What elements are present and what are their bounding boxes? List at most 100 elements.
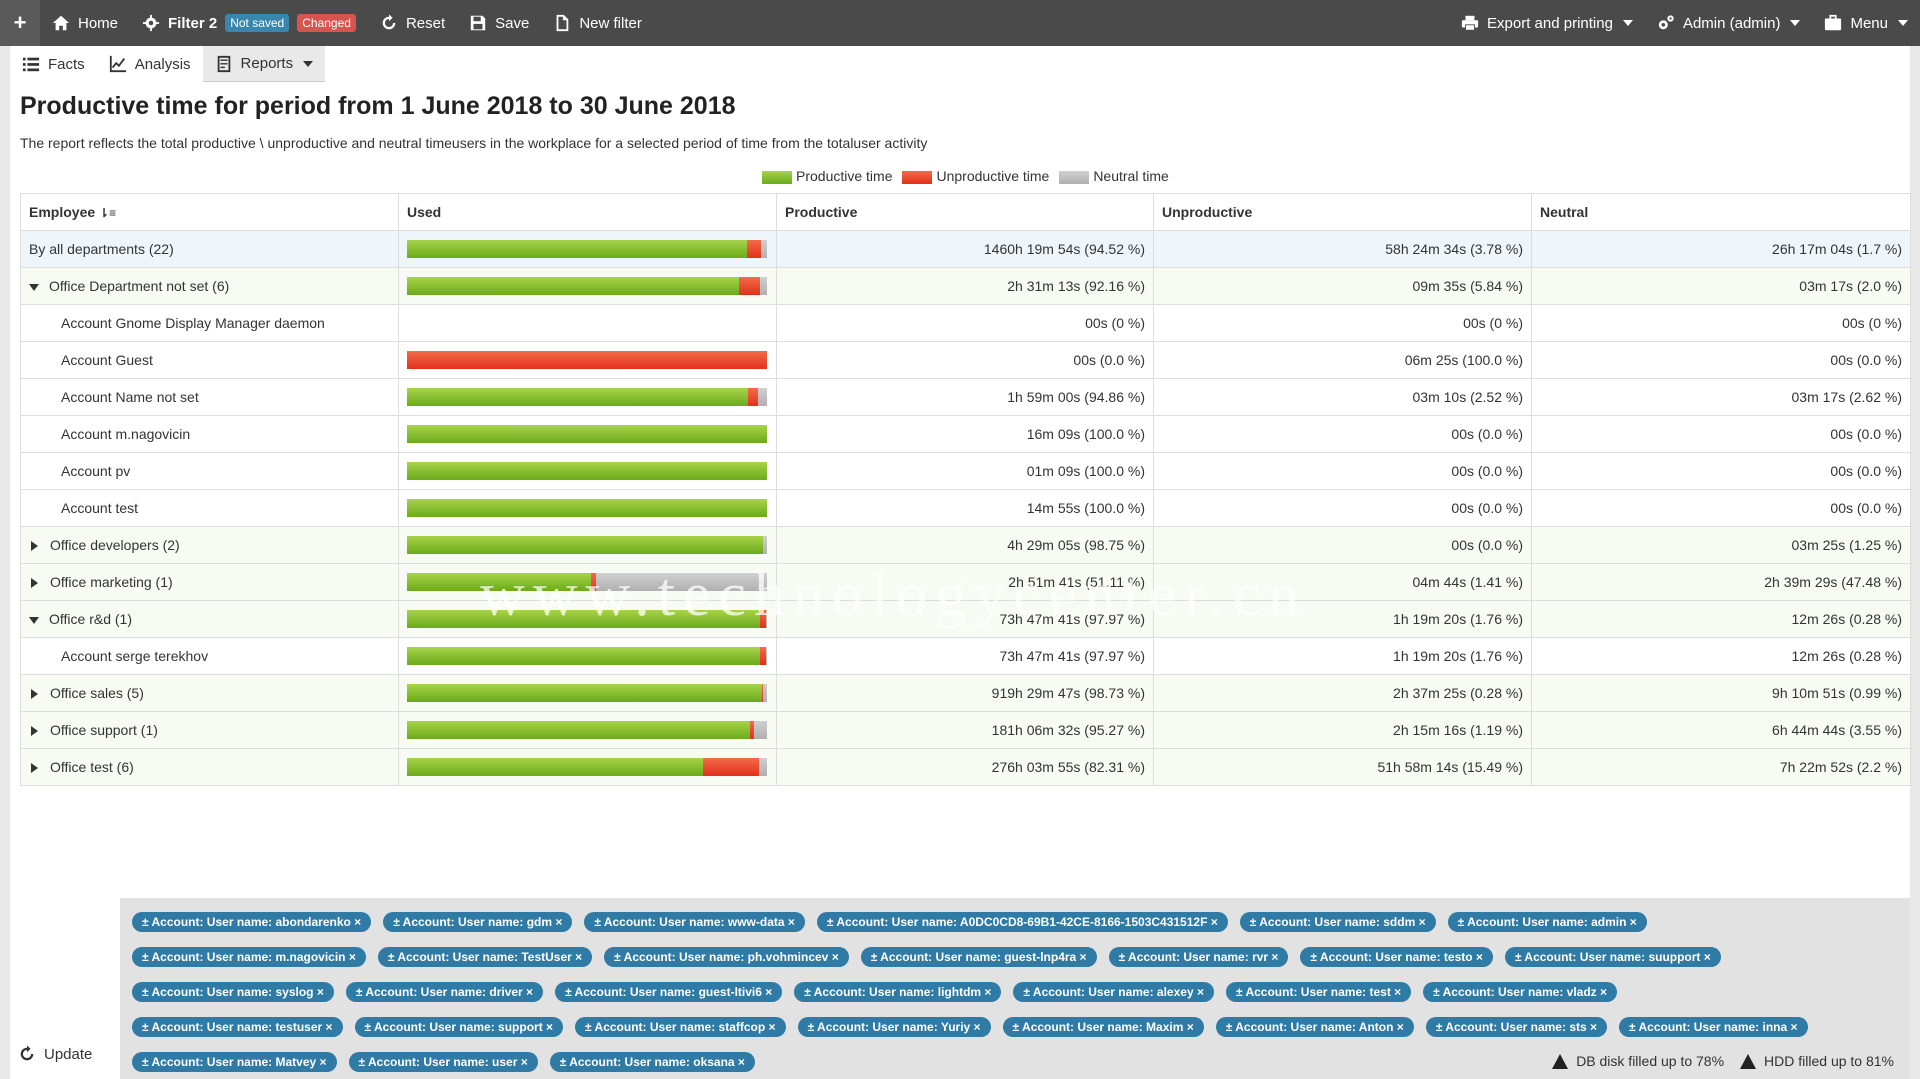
productive-segment xyxy=(407,758,704,776)
filter-tag[interactable]: ± Account: User name: A0DC0CD8-69B1-42CE… xyxy=(816,911,1228,932)
sort-icon[interactable]: ⇂≡ xyxy=(99,206,117,220)
filter-tag[interactable]: ± Account: User name: Matvey × xyxy=(132,1051,337,1072)
productive-segment xyxy=(407,573,591,591)
changed-badge: Changed xyxy=(297,14,356,32)
used-bar-cell xyxy=(398,378,777,416)
filter-tag[interactable]: ± Account: User name: m.nagovicin × xyxy=(132,946,366,967)
filter-tag[interactable]: ± Account: User name: www-data × xyxy=(584,911,805,932)
save-button[interactable]: Save xyxy=(457,0,541,46)
header-employee[interactable]: Employee ⇂≡ xyxy=(20,193,399,231)
filter-tag[interactable]: ± Account: User name: suupport × xyxy=(1504,946,1721,967)
table-row[interactable]: Account Guest 00s (0.0 %) 06m 25s (100.0 %… xyxy=(20,341,1911,379)
employee-cell: Account Guest xyxy=(20,341,399,379)
unproductive-cell: 00s (0.0 %) xyxy=(1153,415,1532,453)
filter-tag[interactable]: ± Account: User name: abondarenko × xyxy=(132,911,372,932)
user-menu[interactable]: Admin (admin) xyxy=(1645,0,1813,46)
filter-tag[interactable]: ± Account: User name: support × xyxy=(354,1016,564,1037)
table-row[interactable]: Office r&d (1) 73h 47m 41s (97.97 %) 1h 19… xyxy=(20,600,1911,638)
table-row[interactable]: Account m.nagovicin 16m 09s (100.0 %) 00s … xyxy=(20,415,1911,453)
filter-tag[interactable]: ± Account: User name: ph.vohmincev × xyxy=(604,946,849,967)
new-filter-button[interactable]: New filter xyxy=(541,0,654,46)
expand-icon[interactable] xyxy=(31,578,38,589)
export-menu[interactable]: Export and printing xyxy=(1449,0,1645,46)
filter-tag[interactable]: ± Account: User name: testuser × xyxy=(132,1016,343,1037)
table-row[interactable]: Account Name not set 1h 59m 00s (94.86 %)… xyxy=(20,378,1911,416)
table-row[interactable]: Office test (6) 276h 03m 55s (82.31 %) 51h… xyxy=(20,748,1911,786)
right-scrollbar[interactable] xyxy=(1910,46,1920,1079)
productive-segment xyxy=(407,240,748,258)
filter-tag[interactable]: ± Account: User name: Maxim × xyxy=(1002,1016,1204,1037)
home-button[interactable]: Home xyxy=(40,0,130,46)
collapse-icon[interactable] xyxy=(29,616,39,624)
table-row[interactable]: Account serge terekhov 73h 47m 41s (97.97… xyxy=(20,637,1911,675)
report-description: The report reflects the total productive… xyxy=(20,135,928,151)
filter-tag[interactable]: ± Account: User name: staffcop × xyxy=(575,1016,786,1037)
expand-icon[interactable] xyxy=(31,541,38,552)
collapse-icon[interactable] xyxy=(29,283,39,291)
update-button[interactable]: Update xyxy=(18,1045,92,1063)
filter-tag[interactable]: ± Account: User name: rvr × xyxy=(1108,946,1289,967)
used-bar-cell xyxy=(398,341,777,379)
used-bar xyxy=(407,758,767,776)
not-saved-badge: Not saved xyxy=(225,14,290,32)
reset-button[interactable]: Reset xyxy=(368,0,457,46)
filter-tag[interactable]: ± Account: User name: vladz × xyxy=(1423,981,1618,1002)
filter-tag[interactable]: ± Account: User name: sddm × xyxy=(1239,911,1436,932)
neutral-cell: 2h 39m 29s (47.48 %) xyxy=(1531,563,1911,601)
employee-cell: Office marketing (1) xyxy=(20,563,399,601)
expand-icon[interactable] xyxy=(31,726,38,737)
used-bar xyxy=(407,314,767,332)
used-bar-cell xyxy=(398,230,777,268)
view-tabs: Facts Analysis Reports xyxy=(10,46,326,82)
filter-tag[interactable]: ± Account: User name: guest-lnp4ra × xyxy=(860,946,1097,967)
table-row[interactable]: Office Department not set (6) 2h 31m 13s … xyxy=(20,267,1911,305)
used-bar-cell xyxy=(398,415,777,453)
tab-reports[interactable]: Reports xyxy=(202,46,326,82)
filter-tag[interactable]: ± Account: User name: test × xyxy=(1225,981,1412,1002)
header-productive: Productive xyxy=(776,193,1154,231)
neutral-cell: 7h 22m 52s (2.2 %) xyxy=(1531,748,1911,786)
filter-tag[interactable]: ± Account: User name: alexey × xyxy=(1013,981,1214,1002)
filter-tag[interactable]: ± Account: User name: lightdm × xyxy=(794,981,1002,1002)
filter-tag[interactable]: ± Account: User name: TestUser × xyxy=(377,946,593,967)
filter-tag-row: ± Account: User name: abondarenko × ± Acc… xyxy=(132,904,1898,939)
tab-analysis[interactable]: Analysis xyxy=(97,46,203,82)
table-row[interactable]: Office sales (5) 919h 29m 47s (98.73 %) 2h… xyxy=(20,674,1911,712)
filter-tag[interactable]: ± Account: User name: admin × xyxy=(1447,911,1647,932)
filter-tag[interactable]: ± Account: User name: inna × xyxy=(1619,1016,1808,1037)
main-menu[interactable]: Menu xyxy=(1812,0,1920,46)
table-row[interactable]: Office marketing (1) 2h 51m 41s (51.11 %)… xyxy=(20,563,1911,601)
filter-tag[interactable]: ± Account: User name: guest-ltivi6 × xyxy=(555,981,783,1002)
unproductive-segment xyxy=(738,277,760,295)
filter-tag[interactable]: ± Account: User name: Anton × xyxy=(1215,1016,1414,1037)
filter-tag[interactable]: ± Account: User name: syslog × xyxy=(132,981,334,1002)
filter-tag[interactable]: ± Account: User name: oksana × xyxy=(549,1051,755,1072)
filter-tag[interactable]: ± Account: User name: sts × xyxy=(1425,1016,1607,1037)
table-row[interactable]: By all departments (22) 1460h 19m 54s (94… xyxy=(20,230,1911,268)
employee-name: Account pv xyxy=(61,463,131,479)
employee-name: Office sales (5) xyxy=(50,685,144,701)
employee-name: Account m.nagovicin xyxy=(61,426,191,442)
productive-cell: 2h 51m 41s (51.11 %) xyxy=(776,563,1154,601)
unproductive-segment xyxy=(748,388,758,406)
filter-tag[interactable]: ± Account: User name: driver × xyxy=(345,981,544,1002)
filter-button[interactable]: Filter 2 Not saved Changed xyxy=(130,0,368,46)
expand-icon[interactable] xyxy=(31,689,38,700)
expand-icon[interactable] xyxy=(31,763,38,774)
add-button[interactable]: + xyxy=(0,0,40,46)
printer-icon xyxy=(1461,15,1479,31)
filter-tag[interactable]: ± Account: User name: gdm × xyxy=(383,911,573,932)
filter-tag[interactable]: ± Account: User name: Yuriy × xyxy=(797,1016,991,1037)
table-row[interactable]: Account Gnome Display Manager daemon 00s … xyxy=(20,304,1911,342)
tab-facts[interactable]: Facts xyxy=(10,46,97,82)
neutral-segment xyxy=(754,721,767,739)
legend-unproductive: Unproductive time xyxy=(902,168,1049,184)
table-row[interactable]: Account test 14m 55s (100.0 %) 00s (0.0 %)… xyxy=(20,489,1911,527)
document-icon xyxy=(556,14,569,32)
table-row[interactable]: Office support (1) 181h 06m 32s (95.27 %)… xyxy=(20,711,1911,749)
filter-tag[interactable]: ± Account: User name: user × xyxy=(348,1051,538,1072)
filter-tag[interactable]: ± Account: User name: testo × xyxy=(1300,946,1493,967)
chevron-down-icon xyxy=(1622,20,1633,26)
table-row[interactable]: Office developers (2) 4h 29m 05s (98.75 %… xyxy=(20,526,1911,564)
table-row[interactable]: Account pv 01m 09s (100.0 %) 00s (0.0 %) 00… xyxy=(20,452,1911,490)
